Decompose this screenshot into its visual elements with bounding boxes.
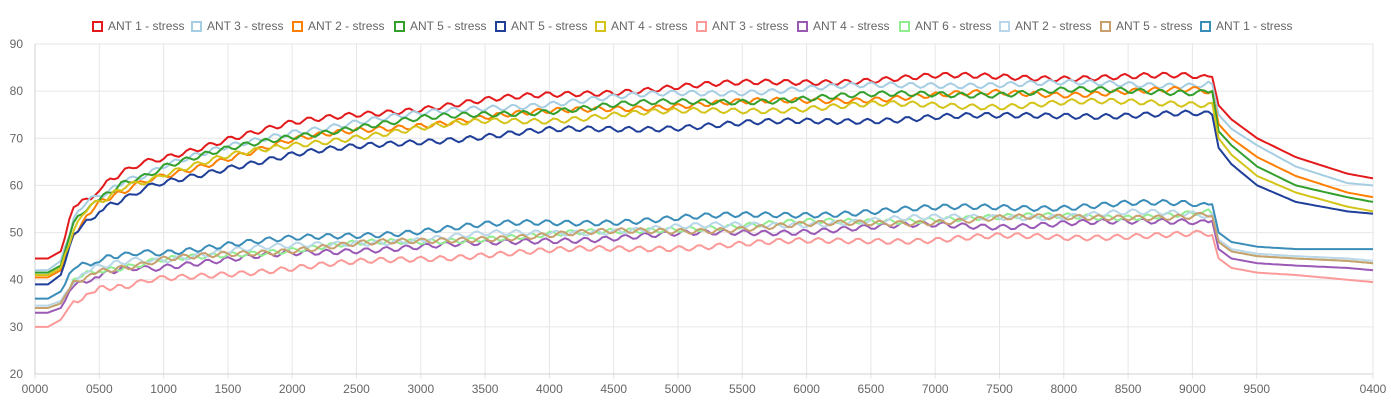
legend-swatch: [1100, 20, 1111, 32]
x-tick-label: 3500: [472, 382, 499, 396]
legend-swatch: [495, 20, 506, 32]
y-tick-label: 40: [10, 273, 24, 287]
legend-swatch: [191, 20, 202, 32]
y-tick-label: 70: [10, 131, 24, 145]
legend-swatch: [899, 20, 910, 32]
y-tick-label: 30: [10, 320, 24, 334]
legend-label: ANT 2 - stress: [308, 19, 385, 33]
legend-item[interactable]: ANT 3 - stress: [696, 18, 788, 34]
legend-label: ANT 3 - stress: [712, 19, 789, 33]
legend-swatch: [595, 20, 606, 32]
x-tick-label: 4500: [600, 382, 627, 396]
legend-label: ANT 5 - stress: [410, 19, 487, 33]
x-tick-label: 1500: [215, 382, 242, 396]
series-line: [35, 79, 1374, 272]
legend-item[interactable]: ANT 6 - stress: [899, 18, 991, 34]
x-tick-label: 2500: [343, 382, 370, 396]
x-tick-label: 3000: [407, 382, 434, 396]
legend-swatch: [999, 20, 1010, 32]
legend-swatch: [696, 20, 707, 32]
series-line: [35, 97, 1374, 276]
x-tick-label: 7000: [922, 382, 949, 396]
y-tick-label: 60: [10, 178, 24, 192]
legend-item[interactable]: ANT 5 - stress: [1100, 18, 1192, 34]
legend-label: ANT 1 - stress: [108, 19, 185, 33]
x-tick-label: 5500: [729, 382, 756, 396]
legend-item[interactable]: ANT 1 - stress: [1200, 18, 1292, 34]
legend-swatch: [797, 20, 808, 32]
series-line: [35, 86, 1374, 274]
x-tick-label: 0400: [1360, 382, 1387, 396]
legend-swatch: [92, 20, 103, 32]
series-line: [35, 208, 1374, 307]
x-tick-label: 6500: [858, 382, 885, 396]
legend-item[interactable]: ANT 2 - stress: [999, 18, 1091, 34]
series-line: [35, 198, 1373, 300]
legend-label: ANT 2 - stress: [1015, 19, 1092, 33]
x-tick-label: 5000: [665, 382, 692, 396]
series-line: [35, 85, 1374, 279]
y-tick-label: 50: [10, 226, 24, 240]
x-tick-label: 8000: [1050, 382, 1077, 396]
y-tick-label: 90: [10, 37, 24, 51]
x-tick-label: 8500: [1115, 382, 1142, 396]
x-tick-label: 0000: [22, 382, 49, 396]
legend-item[interactable]: ANT 5 - stress: [394, 18, 486, 34]
legend-swatch: [1200, 20, 1211, 32]
legend-item[interactable]: ANT 3 - stress: [191, 18, 283, 34]
legend: ANT 1 - stress ANT 3 - stress ANT 2 - stre…: [0, 18, 1391, 38]
legend-item[interactable]: ANT 4 - stress: [797, 18, 889, 34]
x-tick-label: 2000: [279, 382, 306, 396]
legend-label: ANT 1 - stress: [1216, 19, 1293, 33]
series-line: [35, 71, 1374, 260]
series-line: [35, 211, 1374, 309]
x-tick-label: 4000: [536, 382, 563, 396]
series-line: [35, 109, 1374, 286]
legend-swatch: [394, 20, 405, 32]
legend-label: ANT 4 - stress: [813, 19, 890, 33]
x-tick-label: 6000: [793, 382, 820, 396]
legend-item[interactable]: ANT 2 - stress: [292, 18, 384, 34]
x-tick-label: 9000: [1179, 382, 1206, 396]
x-tick-label: 9500: [1243, 382, 1270, 396]
legend-item[interactable]: ANT 5 - stress: [495, 18, 587, 34]
legend-label: ANT 5 - stress: [1116, 19, 1193, 33]
legend-label: ANT 4 - stress: [611, 19, 688, 33]
legend-swatch: [292, 20, 303, 32]
legend-label: ANT 5 - stress: [511, 19, 588, 33]
x-tick-label: 7500: [986, 382, 1013, 396]
y-tick-label: 20: [10, 367, 24, 381]
legend-item[interactable]: ANT 4 - stress: [595, 18, 687, 34]
legend-label: ANT 6 - stress: [915, 19, 992, 33]
x-tick-label: 0500: [86, 382, 113, 396]
legend-item[interactable]: ANT 1 - stress: [92, 18, 184, 34]
series-line: [35, 229, 1374, 328]
x-tick-label: 1000: [150, 382, 177, 396]
y-tick-label: 80: [10, 84, 24, 98]
legend-label: ANT 3 - stress: [207, 19, 284, 33]
